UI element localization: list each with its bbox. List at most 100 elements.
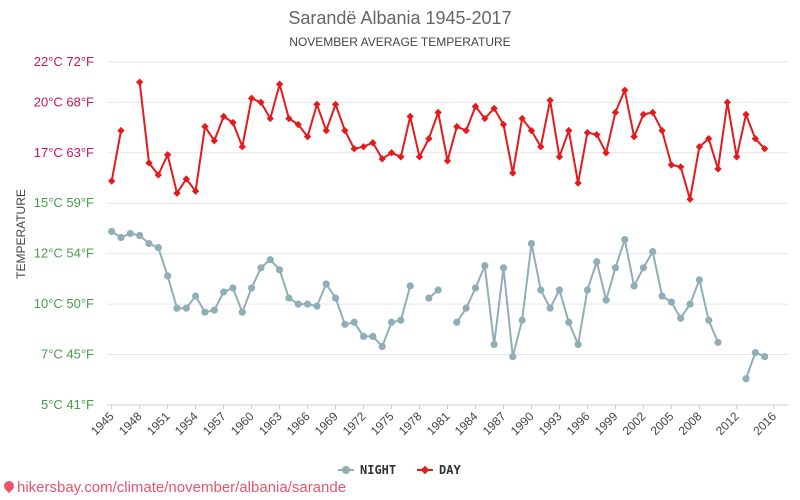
day-point[interactable] bbox=[369, 139, 377, 147]
night-point[interactable] bbox=[705, 316, 713, 324]
night-point[interactable] bbox=[294, 300, 302, 308]
night-point[interactable] bbox=[509, 352, 517, 361]
night-point[interactable] bbox=[154, 244, 162, 252]
day-point[interactable] bbox=[331, 100, 340, 109]
night-point[interactable] bbox=[117, 233, 125, 242]
night-point[interactable] bbox=[453, 318, 461, 326]
night-point[interactable] bbox=[658, 292, 666, 300]
day-point[interactable] bbox=[490, 104, 498, 113]
night-point[interactable] bbox=[630, 282, 638, 290]
night-point[interactable] bbox=[677, 314, 685, 322]
day-point[interactable] bbox=[667, 161, 676, 169]
day-point[interactable] bbox=[425, 134, 433, 143]
day-point[interactable] bbox=[546, 96, 554, 105]
night-point[interactable] bbox=[686, 300, 694, 308]
night-point[interactable] bbox=[257, 264, 265, 272]
night-point[interactable] bbox=[714, 338, 722, 347]
night-point[interactable] bbox=[229, 284, 237, 292]
night-point[interactable] bbox=[359, 332, 368, 340]
day-point[interactable] bbox=[621, 86, 629, 94]
day-point[interactable] bbox=[163, 151, 172, 159]
day-point[interactable] bbox=[247, 94, 256, 102]
day-point[interactable] bbox=[509, 169, 517, 177]
night-point[interactable] bbox=[341, 320, 349, 328]
night-point[interactable] bbox=[275, 266, 284, 274]
day-point[interactable] bbox=[714, 165, 722, 173]
day-point[interactable] bbox=[658, 126, 666, 135]
night-point[interactable] bbox=[247, 284, 256, 292]
night-point[interactable] bbox=[303, 300, 312, 308]
night-point[interactable] bbox=[481, 262, 489, 270]
day-point[interactable] bbox=[201, 122, 209, 131]
day-point[interactable] bbox=[350, 145, 358, 153]
night-point[interactable] bbox=[537, 286, 545, 294]
night-point[interactable] bbox=[565, 318, 573, 326]
day-point[interactable] bbox=[565, 126, 573, 135]
night-point[interactable] bbox=[425, 294, 433, 302]
day-point[interactable] bbox=[611, 108, 620, 117]
night-point[interactable] bbox=[192, 292, 200, 300]
day-point[interactable] bbox=[238, 143, 246, 151]
night-point[interactable] bbox=[602, 296, 610, 304]
night-point[interactable] bbox=[126, 229, 134, 238]
night-point[interactable] bbox=[518, 316, 526, 324]
night-point[interactable] bbox=[387, 318, 396, 326]
day-point[interactable] bbox=[751, 134, 760, 143]
day-point[interactable] bbox=[630, 132, 638, 141]
day-point[interactable] bbox=[471, 102, 480, 111]
day-point[interactable] bbox=[173, 189, 181, 197]
day-point[interactable] bbox=[481, 114, 489, 123]
night-point[interactable] bbox=[583, 286, 592, 294]
night-point[interactable] bbox=[313, 302, 321, 310]
day-point[interactable] bbox=[275, 80, 284, 88]
day-point[interactable] bbox=[723, 98, 732, 107]
night-point[interactable] bbox=[397, 316, 405, 324]
night-point[interactable] bbox=[238, 308, 246, 316]
night-point[interactable] bbox=[145, 239, 153, 248]
day-point[interactable] bbox=[107, 177, 116, 185]
legend-item-day[interactable]: DAY bbox=[417, 463, 461, 477]
day-point[interactable] bbox=[453, 122, 461, 131]
day-point[interactable] bbox=[434, 108, 442, 117]
night-point[interactable] bbox=[369, 332, 377, 340]
day-point[interactable] bbox=[359, 143, 368, 151]
night-point[interactable] bbox=[546, 304, 554, 312]
night-point[interactable] bbox=[210, 306, 218, 314]
day-point[interactable] bbox=[117, 126, 125, 135]
day-point[interactable] bbox=[406, 112, 414, 121]
legend-item-night[interactable]: NIGHT bbox=[338, 463, 396, 477]
night-point[interactable] bbox=[639, 264, 648, 272]
day-point[interactable] bbox=[257, 98, 265, 107]
night-point[interactable] bbox=[667, 298, 675, 306]
day-point[interactable] bbox=[527, 126, 536, 135]
night-point[interactable] bbox=[285, 294, 293, 302]
day-point[interactable] bbox=[695, 143, 704, 151]
night-point[interactable] bbox=[649, 248, 657, 256]
night-point[interactable] bbox=[266, 256, 274, 264]
night-point[interactable] bbox=[621, 235, 629, 244]
night-point[interactable] bbox=[751, 348, 759, 357]
day-point[interactable] bbox=[686, 195, 694, 203]
night-point[interactable] bbox=[350, 318, 358, 326]
day-point[interactable] bbox=[537, 143, 545, 151]
night-point[interactable] bbox=[574, 340, 582, 349]
night-point[interactable] bbox=[742, 375, 750, 383]
night-point[interactable] bbox=[434, 286, 442, 294]
night-point[interactable] bbox=[164, 272, 172, 280]
night-point[interactable] bbox=[555, 286, 564, 294]
night-point[interactable] bbox=[406, 282, 414, 290]
night-point[interactable] bbox=[490, 340, 498, 349]
day-point[interactable] bbox=[313, 100, 321, 109]
night-point[interactable] bbox=[378, 342, 386, 351]
day-point[interactable] bbox=[705, 134, 713, 143]
night-point[interactable] bbox=[201, 308, 209, 316]
day-point[interactable] bbox=[733, 153, 741, 161]
night-point[interactable] bbox=[136, 231, 144, 240]
day-point[interactable] bbox=[219, 112, 228, 121]
day-point[interactable] bbox=[677, 163, 685, 171]
day-point[interactable] bbox=[397, 153, 405, 161]
night-point[interactable] bbox=[611, 264, 620, 272]
day-point[interactable] bbox=[266, 114, 274, 123]
day-point[interactable] bbox=[443, 157, 452, 165]
day-point[interactable] bbox=[322, 126, 330, 135]
